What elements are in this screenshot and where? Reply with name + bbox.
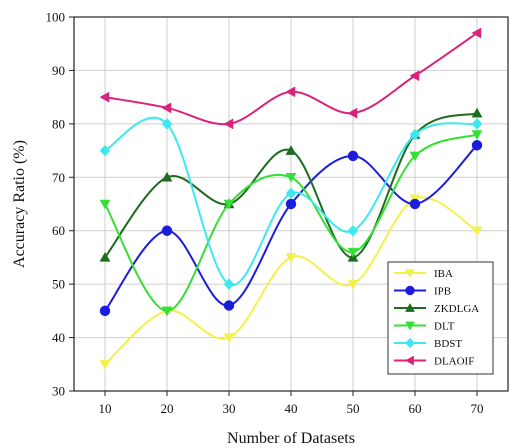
y-tick-label: 80 bbox=[52, 116, 65, 131]
data-point bbox=[161, 102, 172, 114]
data-point bbox=[99, 251, 111, 262]
legend-item: IBA bbox=[394, 268, 453, 280]
data-point bbox=[285, 187, 297, 200]
legend: IBA IPB ZKDLGA DLT BDST DLAOIF bbox=[387, 261, 494, 375]
series-layer bbox=[99, 27, 483, 370]
x-tick-label: 30 bbox=[223, 401, 236, 416]
data-point bbox=[471, 139, 483, 151]
data-point bbox=[223, 300, 235, 311]
data-point bbox=[285, 173, 297, 183]
data-point bbox=[347, 150, 359, 162]
y-tick-label: 100 bbox=[46, 10, 66, 25]
data-point bbox=[161, 225, 173, 236]
data-point bbox=[99, 91, 110, 103]
data-point bbox=[161, 306, 173, 317]
data-point bbox=[285, 253, 297, 263]
x-tick-label: 40 bbox=[285, 401, 298, 416]
legend-item: DLAOIF bbox=[394, 356, 474, 368]
data-point bbox=[347, 247, 359, 258]
legend-label: BDST bbox=[434, 338, 462, 350]
x-tick-label: 50 bbox=[347, 401, 360, 416]
data-point bbox=[99, 360, 111, 370]
x-tick-label: 10 bbox=[99, 401, 112, 416]
series-dlaoif bbox=[99, 27, 482, 130]
legend-item: ZKDLGA bbox=[394, 302, 479, 315]
legend-label: DLT bbox=[434, 321, 455, 333]
y-tick-label: 60 bbox=[52, 223, 65, 238]
data-point bbox=[99, 144, 111, 157]
legend-label: IBA bbox=[434, 268, 453, 280]
data-point bbox=[471, 226, 483, 237]
data-point bbox=[285, 198, 297, 210]
y-tick-label: 90 bbox=[52, 63, 65, 78]
x-axis-title: Number of Datasets bbox=[227, 430, 355, 447]
y-tick-label: 40 bbox=[52, 330, 65, 345]
data-point bbox=[347, 279, 359, 290]
legend-box bbox=[387, 261, 494, 375]
data-point bbox=[471, 107, 483, 118]
data-point bbox=[285, 145, 297, 155]
legend-label: ZKDLGA bbox=[434, 303, 479, 315]
legend-label: IPB bbox=[434, 286, 451, 298]
legend-item: IPB bbox=[394, 286, 451, 298]
x-tick-label: 20 bbox=[161, 401, 174, 416]
legend-marker bbox=[405, 337, 415, 349]
legend-marker bbox=[404, 355, 414, 366]
legend-item: DLT bbox=[394, 321, 455, 333]
data-point bbox=[347, 224, 359, 237]
data-point bbox=[223, 199, 235, 210]
legend-label: DLAOIF bbox=[434, 356, 474, 368]
data-point bbox=[223, 118, 234, 130]
y-tick-label: 70 bbox=[52, 170, 65, 185]
data-point bbox=[471, 130, 483, 141]
y-tick-label: 30 bbox=[52, 384, 65, 399]
x-tick-label: 70 bbox=[471, 401, 484, 416]
axis-ticks: 10 20 30 40 50 60 70 30 40 50 60 70 80 90 100 bbox=[46, 10, 484, 417]
series-ipb bbox=[99, 139, 483, 317]
data-point bbox=[99, 199, 111, 210]
series-bdst bbox=[99, 116, 483, 291]
legend-marker bbox=[405, 321, 415, 331]
data-point bbox=[223, 333, 235, 344]
data-point bbox=[223, 278, 235, 291]
y-axis-title: Accuracy Ratio (%) bbox=[11, 140, 28, 268]
legend-marker bbox=[405, 302, 415, 312]
data-point bbox=[409, 70, 420, 82]
data-point bbox=[409, 151, 421, 162]
legend-marker bbox=[405, 285, 415, 296]
data-point bbox=[161, 171, 173, 182]
x-tick-label: 60 bbox=[409, 401, 422, 416]
data-point bbox=[471, 27, 482, 39]
legend-item: BDST bbox=[394, 337, 462, 350]
data-point bbox=[285, 86, 296, 98]
data-point bbox=[99, 305, 111, 317]
data-point bbox=[471, 117, 483, 130]
data-point bbox=[409, 198, 421, 210]
data-point bbox=[161, 117, 173, 130]
series-dlt bbox=[99, 130, 483, 317]
legend-marker bbox=[405, 269, 415, 279]
data-point bbox=[347, 107, 358, 119]
data-point bbox=[409, 128, 421, 141]
y-tick-label: 50 bbox=[52, 277, 65, 292]
